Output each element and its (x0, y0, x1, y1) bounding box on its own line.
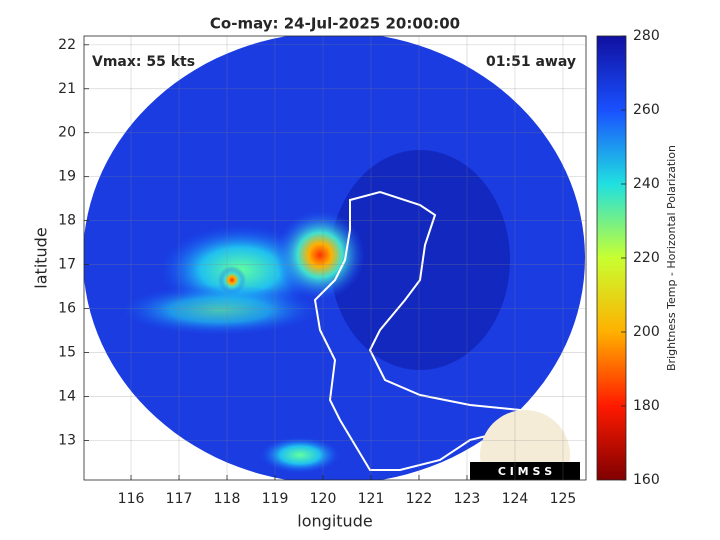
chart-title: Co-may: 24-Jul-2025 20:00:00 (210, 15, 460, 33)
x-tick-label: 123 (454, 491, 481, 507)
y-tick-label: 20 (58, 125, 76, 141)
y-tick-label: 18 (58, 213, 76, 229)
imagery: C I M S S (84, 36, 585, 480)
x-tick-label: 122 (406, 491, 433, 507)
colorbar-tick-label: 260 (633, 102, 660, 118)
colorbar-tick-label: 220 (633, 250, 660, 266)
x-tick-label: 124 (502, 491, 529, 507)
plot-frame (83, 35, 587, 481)
x-tick-label: 117 (166, 491, 193, 507)
y-tick-label: 22 (58, 37, 76, 53)
x-tick-label: 120 (310, 491, 337, 507)
y-tick-label: 21 (58, 81, 76, 97)
colorbar-tick-label: 240 (633, 176, 660, 192)
colorbar-tick-label: 280 (633, 28, 660, 44)
colorbar-tick-label: 180 (633, 398, 660, 414)
x-tick-label: 118 (214, 491, 241, 507)
x-axis-label: longitude (297, 512, 372, 531)
annotation: Vmax: 55 kts (92, 54, 195, 70)
colorbar-tick-label: 200 (633, 324, 660, 340)
x-tick-label: 119 (262, 491, 289, 507)
x-tick-label: 125 (550, 491, 577, 507)
x-tick-label: 121 (358, 491, 385, 507)
colorbar-label: Brightness Temp - Horizontal Polarizatio… (665, 145, 678, 371)
annotation: 01:51 away (486, 54, 576, 70)
y-tick-label: 16 (58, 301, 76, 317)
x-tick-label: 116 (118, 491, 145, 507)
colorbar-tick-label: 160 (633, 472, 660, 488)
y-tick-label: 19 (58, 169, 76, 185)
y-tick-label: 17 (58, 257, 76, 273)
logo: C I M S S (470, 410, 580, 480)
y-tick-label: 13 (58, 432, 76, 448)
y-tick-label: 15 (58, 345, 76, 361)
y-axis-label: latitude (32, 227, 51, 288)
logo-text: C I M S S (498, 465, 552, 478)
y-tick-label: 14 (58, 388, 76, 404)
